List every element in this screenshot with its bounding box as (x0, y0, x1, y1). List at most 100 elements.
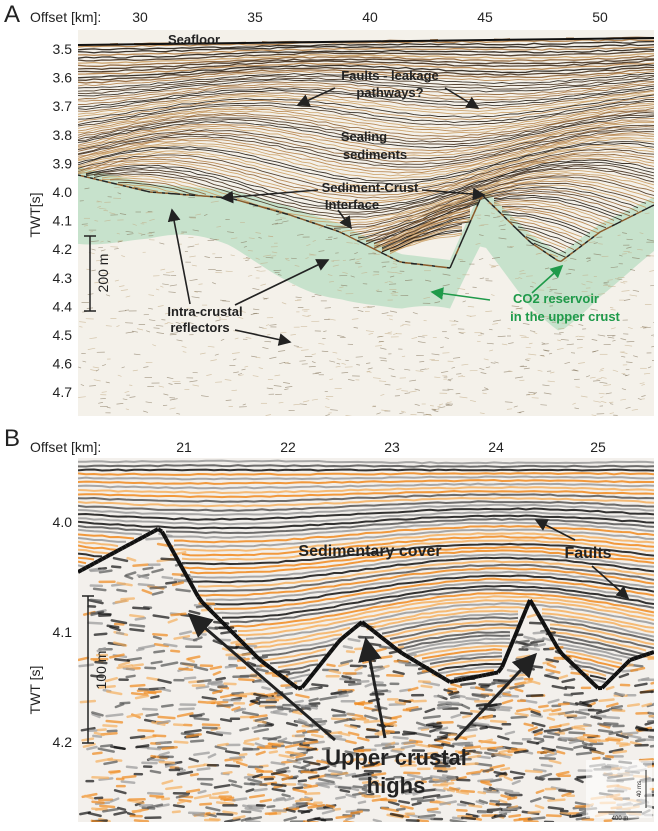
speckle (525, 694, 544, 698)
speckle (494, 708, 511, 712)
speckle (314, 293, 322, 297)
interface (436, 673, 444, 679)
speckle (547, 380, 555, 383)
speckle (188, 321, 194, 325)
speckle (295, 693, 310, 699)
speckle (538, 756, 557, 760)
reflector (78, 148, 654, 193)
reflector (541, 618, 654, 642)
speckle (542, 708, 553, 713)
reflector (118, 183, 183, 195)
interface (536, 246, 541, 250)
speckle (542, 349, 550, 352)
speckle (324, 774, 343, 780)
speckle (176, 770, 194, 776)
reflector (373, 609, 519, 628)
seismic-b (78, 459, 654, 822)
interface (119, 184, 124, 187)
speckle (295, 756, 314, 762)
reflector (277, 659, 319, 669)
speckle (497, 335, 506, 337)
speckle (546, 662, 557, 669)
y-tick-label: 4.2 (53, 734, 73, 750)
speckle (148, 231, 155, 234)
speckle (157, 715, 176, 720)
speckle (206, 699, 217, 704)
interface (520, 608, 528, 620)
speckle (327, 274, 333, 277)
speckle (498, 237, 507, 240)
interface (444, 677, 452, 684)
interface (540, 619, 548, 629)
interface (353, 238, 358, 242)
speckle (449, 819, 468, 822)
y-tick-label: 4.0 (53, 184, 73, 200)
speckle (230, 237, 238, 240)
speckle (363, 763, 375, 768)
speckle (417, 725, 433, 730)
interface (485, 198, 490, 203)
speckle (99, 744, 114, 748)
interface (95, 178, 100, 181)
speckle (514, 376, 523, 379)
speckle (253, 692, 269, 699)
speckle (146, 791, 164, 796)
speckle (94, 660, 108, 665)
interface (572, 249, 577, 253)
speckle (207, 626, 219, 631)
annotation: Seafloor (168, 32, 220, 47)
speckle (116, 806, 127, 811)
interface (320, 224, 325, 228)
reflector (501, 211, 591, 234)
speckle (306, 244, 311, 247)
speckle (546, 286, 551, 289)
reflector (429, 655, 503, 665)
interface (516, 618, 524, 630)
reflector (78, 85, 654, 108)
interface (626, 216, 631, 220)
seafloor (78, 37, 654, 46)
reflector (293, 679, 303, 683)
speckle (183, 676, 197, 680)
speckle (166, 377, 174, 380)
speckle (97, 612, 112, 616)
speckle (192, 229, 199, 232)
reflector (205, 570, 654, 602)
speckle (233, 330, 239, 333)
reflector (78, 489, 654, 499)
speckle (238, 316, 244, 319)
speckle (404, 279, 413, 281)
speckle (112, 556, 129, 563)
speckle (283, 362, 291, 364)
interface (176, 559, 184, 569)
reflector (197, 567, 654, 597)
speckle (129, 396, 136, 398)
speckle (421, 776, 433, 781)
speckle (216, 226, 222, 228)
interface (470, 212, 475, 221)
speckle (442, 766, 457, 771)
speckle (262, 327, 267, 330)
interface (344, 233, 349, 237)
interface (160, 530, 168, 540)
speckle (450, 713, 462, 719)
speckle (559, 811, 571, 816)
speckle (97, 205, 102, 208)
speckle (249, 664, 263, 668)
speckle (233, 371, 239, 374)
speckle (272, 797, 287, 802)
speckle (513, 775, 524, 780)
speckle (392, 670, 405, 676)
speckle (609, 412, 614, 414)
speckle (209, 665, 223, 671)
speckle (599, 369, 604, 372)
speckle (146, 330, 151, 333)
speckle (448, 691, 460, 696)
speckle (95, 369, 100, 372)
interface (359, 241, 364, 245)
speckle (560, 339, 569, 341)
speckle (581, 698, 598, 704)
speckle (532, 728, 544, 734)
speckle (78, 656, 90, 662)
